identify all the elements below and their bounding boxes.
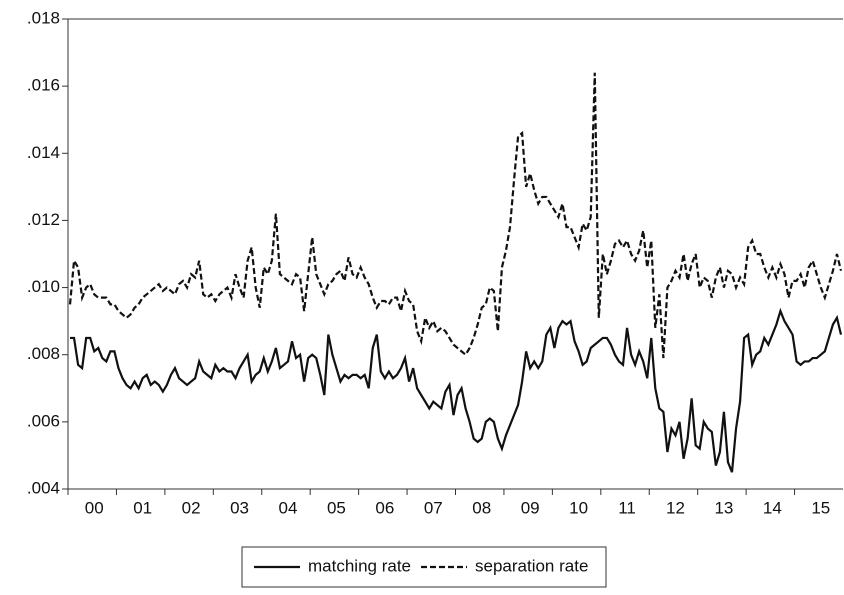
x-tick-label: 11 (618, 498, 636, 517)
x-tick-label: 00 (85, 498, 104, 517)
y-tick-label: .008 (27, 344, 60, 363)
x-tick-label: 10 (569, 498, 588, 517)
legend-label: matching rate (308, 556, 411, 575)
y-tick-label: .018 (27, 8, 60, 27)
x-tick-label: 02 (182, 498, 201, 517)
y-tick-label: .010 (27, 277, 60, 296)
x-tick-label: 01 (133, 498, 152, 517)
x-tick-label: 06 (375, 498, 394, 517)
y-tick-label: .014 (27, 143, 60, 162)
x-tick-label: 14 (763, 498, 782, 517)
y-tick-label: .016 (27, 76, 60, 95)
x-tick-label: 15 (811, 498, 830, 517)
series-line (68, 72, 843, 359)
y-tick-label: .012 (27, 210, 60, 229)
y-tick-label: .004 (27, 478, 60, 497)
x-tick-label: 04 (279, 498, 298, 517)
x-tick-label: 05 (327, 498, 346, 517)
x-tick-label: 03 (230, 498, 249, 517)
x-tick-label: 13 (714, 498, 733, 517)
legend: matching rate separation rate (241, 546, 607, 588)
y-tick-label: .006 (27, 411, 60, 430)
legend-label: separation rate (475, 556, 588, 575)
x-tick-label: 12 (666, 498, 685, 517)
x-tick-label: 08 (472, 498, 491, 517)
plot-frame (67, 18, 843, 490)
series-line (70, 307, 843, 473)
x-tick-label: 09 (521, 498, 540, 517)
x-tick-label: 07 (424, 498, 443, 517)
